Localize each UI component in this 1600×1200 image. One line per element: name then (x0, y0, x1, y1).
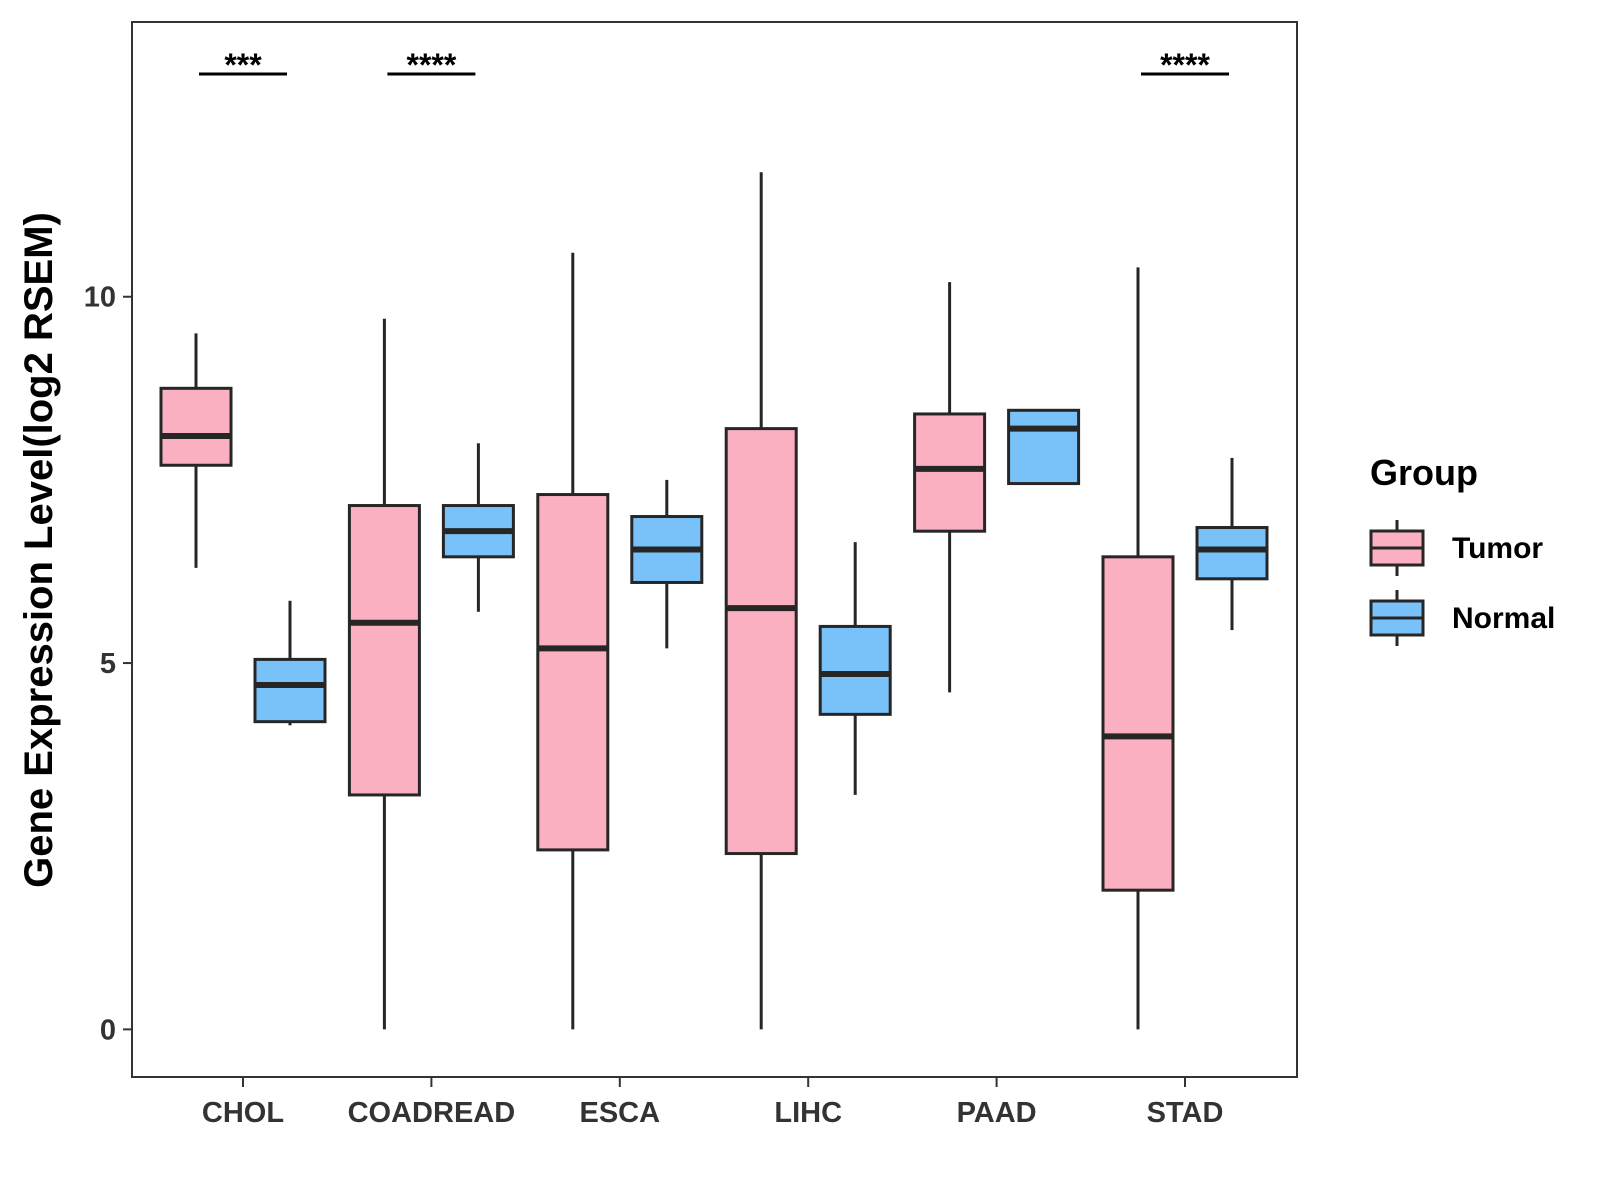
x-tick-label: COADREAD (348, 1097, 516, 1129)
significance-chol: *** (199, 47, 287, 83)
box-iqr (1007, 408, 1081, 486)
box-tumor-lihc (724, 172, 798, 1030)
box-normal-esca (630, 479, 704, 649)
x-tick-label: ESCA (580, 1097, 661, 1129)
box-tumor-coadread (347, 318, 421, 1030)
axes: 0 5 10 CHOL COADREAD ESCA LIHC PAAD STAD (84, 21, 1298, 1129)
box-normal-stad (1195, 457, 1269, 631)
significance-label: **** (1160, 47, 1210, 83)
y-axis-title: Gene Expression Level(log2 RSEM) (17, 212, 61, 888)
legend-title: Group (1370, 452, 1478, 493)
box-iqr (253, 657, 327, 724)
box-iqr (913, 412, 987, 533)
box-iqr (347, 504, 421, 797)
y-tick-label: 5 (100, 648, 116, 680)
y-tick-label: 10 (84, 282, 116, 314)
x-tick-label: PAAD (957, 1097, 1037, 1129)
significance-stad: **** (1141, 47, 1229, 83)
panel-border (131, 21, 1298, 1078)
legend-label: Normal (1452, 602, 1555, 635)
legend: Group Tumor Normal (1369, 452, 1555, 646)
significance-coadread: **** (387, 47, 476, 83)
box-normal-paad (1007, 408, 1081, 486)
legend-label: Tumor (1452, 532, 1543, 565)
box-iqr (1195, 526, 1269, 581)
box-iqr (818, 624, 892, 716)
plot-area: *** **** **** (159, 47, 1269, 1030)
box-tumor-esca (536, 252, 610, 1030)
box-iqr (1101, 555, 1175, 892)
legend-entry-normal: Normal (1369, 590, 1555, 646)
box-iqr (724, 427, 798, 856)
box-normal-coadread (441, 443, 515, 612)
significance-label: **** (406, 47, 456, 83)
box-iqr (159, 386, 233, 467)
box-normal-lihc (818, 542, 892, 795)
legend-entries: Tumor Normal (1369, 520, 1555, 646)
box-iqr (536, 493, 610, 852)
legend-entry-tumor: Tumor (1369, 520, 1543, 576)
significance-label: *** (224, 47, 262, 83)
box-tumor-chol (159, 333, 233, 568)
x-tick-label: STAD (1147, 1097, 1224, 1129)
box-tumor-paad (913, 282, 987, 693)
y-tick-label: 0 (100, 1014, 116, 1046)
box-normal-chol (253, 600, 327, 726)
box-tumor-stad (1101, 267, 1175, 1030)
x-tick-label: LIHC (774, 1097, 842, 1129)
x-tick-label: CHOL (202, 1097, 284, 1129)
